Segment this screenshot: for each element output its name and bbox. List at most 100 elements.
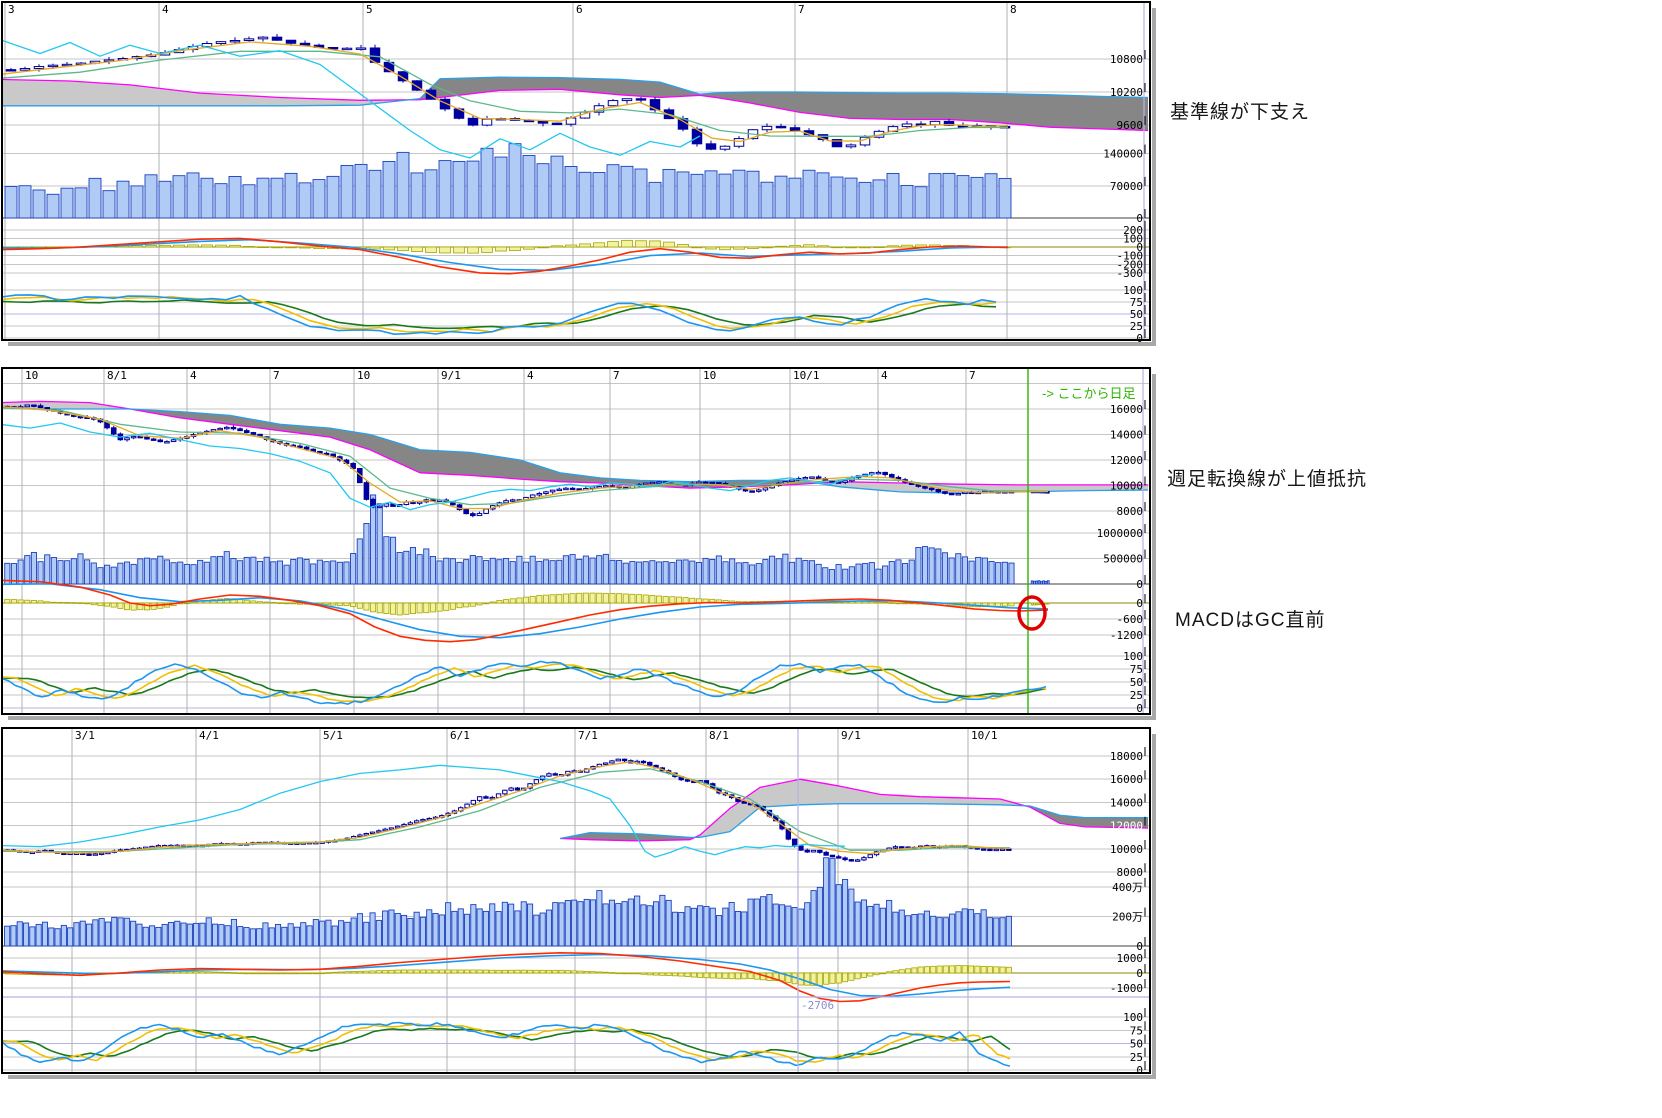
svg-text:-300: -300 [1117, 267, 1144, 280]
svg-text:-200: -200 [1117, 258, 1144, 271]
svg-text:7: 7 [969, 369, 976, 382]
svg-text:-100: -100 [1117, 250, 1144, 263]
svg-text:4: 4 [527, 369, 534, 382]
svg-text:100: 100 [1123, 284, 1143, 297]
svg-text:8: 8 [1010, 3, 1017, 16]
svg-text:7: 7 [613, 369, 620, 382]
daily-from-here-marker: -> ここから日足 [1042, 386, 1136, 401]
highlight-circle [1017, 595, 1047, 631]
svg-text:3/1: 3/1 [75, 729, 95, 742]
svg-text:0: 0 [1136, 940, 1143, 953]
svg-text:0: 0 [1136, 332, 1143, 345]
plot-area [3, 3, 1149, 339]
svg-text:10000: 10000 [1110, 843, 1143, 856]
volume-bars [4, 494, 1050, 585]
svg-text:1000000: 1000000 [1097, 527, 1143, 540]
svg-text:10/1: 10/1 [971, 729, 998, 742]
svg-text:1000: 1000 [1117, 952, 1144, 965]
svg-text:0: 0 [1136, 241, 1143, 254]
svg-text:50: 50 [1130, 308, 1143, 321]
weekly-chart-middle[interactable]: 10 8/1 4 7 10 9/1 4 7 10 10/1 4 7 16000 14000 12000 100… [0, 367, 1156, 720]
svg-text:10: 10 [703, 369, 716, 382]
ichimoku-cloud [559, 778, 1149, 842]
svg-text:500000: 500000 [1103, 553, 1143, 566]
svg-text:3: 3 [8, 3, 15, 16]
svg-text:14000: 14000 [1110, 796, 1143, 809]
svg-text:50: 50 [1130, 676, 1143, 689]
svg-text:10000: 10000 [1110, 480, 1143, 493]
svg-text:10: 10 [357, 369, 370, 382]
svg-text:0: 0 [1136, 702, 1143, 715]
svg-text:25: 25 [1130, 1051, 1143, 1064]
macd-histogram [5, 239, 1011, 254]
svg-text:8/1: 8/1 [709, 729, 729, 742]
stochastic-lines [3, 1021, 1011, 1067]
svg-text:7/1: 7/1 [578, 729, 598, 742]
svg-text:-600: -600 [1117, 613, 1144, 626]
svg-text:75: 75 [1130, 1024, 1143, 1037]
svg-text:4/1: 4/1 [199, 729, 219, 742]
svg-text:5: 5 [366, 3, 373, 16]
svg-text:100: 100 [1123, 232, 1143, 245]
svg-text:200万: 200万 [1112, 910, 1143, 923]
svg-text:25: 25 [1130, 320, 1143, 333]
svg-text:7: 7 [798, 3, 805, 16]
svg-text:200: 200 [1123, 224, 1143, 237]
daily-chart-bottom[interactable]: 3/1 4/1 5/1 6/1 7/1 8/1 9/1 10/1 18000 16000 14000… [0, 727, 1156, 1079]
macd-histogram [4, 965, 1012, 986]
svg-text:4: 4 [881, 369, 888, 382]
svg-text:75: 75 [1130, 296, 1143, 309]
ichimoku-cloud [3, 76, 1149, 132]
plot-area [3, 369, 1149, 713]
svg-text:4: 4 [190, 369, 197, 382]
macd-lines [3, 237, 1009, 275]
svg-text:140000: 140000 [1103, 148, 1143, 161]
annotation-macd-golden-cross: MACDはGC直前 [1175, 610, 1326, 631]
candles [5, 33, 1011, 152]
svg-text:6: 6 [576, 3, 583, 16]
macd-lines [3, 579, 1049, 643]
svg-text:18000: 18000 [1110, 750, 1143, 763]
svg-text:10/1: 10/1 [793, 369, 820, 382]
annotation-weekly-tenkan-resistance: 週足転換線が上値抵抗 [1167, 469, 1368, 490]
ichimoku-lines [3, 406, 1049, 511]
svg-text:7: 7 [273, 369, 280, 382]
plot-area [2, 729, 1150, 1072]
svg-text:14000: 14000 [1110, 429, 1143, 442]
svg-text:50: 50 [1130, 1038, 1143, 1051]
daily-chart-top[interactable]: 3 4 5 6 7 8108001020096001400007000002001000-… [0, 1, 1156, 346]
svg-text:-1200: -1200 [1110, 629, 1143, 642]
stochastic-lines [3, 294, 997, 336]
svg-text:10: 10 [25, 369, 38, 382]
svg-text:10800: 10800 [1110, 53, 1143, 66]
svg-text:400万: 400万 [1112, 881, 1143, 894]
cursor-lines[interactable] [2, 729, 1150, 1072]
svg-text:9/1: 9/1 [841, 729, 861, 742]
stochastic-lines [3, 660, 1047, 705]
svg-text:0: 0 [1136, 578, 1143, 591]
svg-text:-1000: -1000 [1110, 982, 1143, 995]
svg-text:0: 0 [1136, 597, 1143, 610]
svg-text:12000: 12000 [1110, 820, 1143, 833]
volume-bars [4, 857, 1012, 947]
svg-text:5/1: 5/1 [323, 729, 343, 742]
macd-lines [3, 951, 1011, 1003]
svg-text:12000: 12000 [1110, 454, 1143, 467]
volume-bars [4, 143, 1012, 219]
svg-text:16000: 16000 [1110, 773, 1143, 786]
ichimoku-lines [3, 40, 1009, 159]
annotation-kijun-support: 基準線が下支え [1170, 102, 1311, 123]
axis-labels: 10 8/1 4 7 10 9/1 4 7 10 10/1 4 7 16000 14000 12000 100… [25, 369, 1146, 715]
svg-text:9600: 9600 [1117, 119, 1144, 132]
svg-text:25: 25 [1130, 689, 1143, 702]
svg-text:0: 0 [1136, 212, 1143, 225]
axis-labels: 3 4 5 6 7 8108001020096001400007000002001000-… [8, 3, 1146, 345]
svg-text:8/1: 8/1 [107, 369, 127, 382]
svg-text:100: 100 [1123, 1011, 1143, 1024]
svg-text:0: 0 [1136, 1064, 1143, 1077]
macd-cursor-value-label: -2706 [801, 999, 835, 1012]
svg-text:70000: 70000 [1110, 180, 1143, 193]
svg-text:16000: 16000 [1110, 403, 1143, 416]
